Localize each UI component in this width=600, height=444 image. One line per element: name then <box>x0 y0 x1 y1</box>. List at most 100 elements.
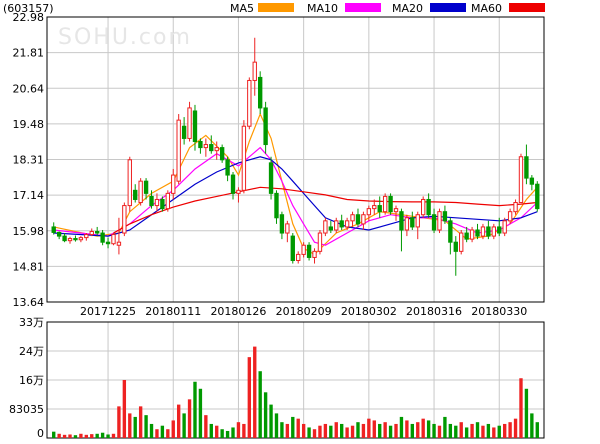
candle-body <box>285 223 290 234</box>
volume-bar <box>122 380 127 438</box>
candle-body <box>513 202 518 213</box>
candle <box>437 208 442 234</box>
candle <box>225 156 230 182</box>
candle <box>290 233 295 264</box>
candle-body <box>143 180 149 194</box>
candle <box>312 248 317 264</box>
volume-bar <box>443 416 447 438</box>
candle-body <box>301 244 306 255</box>
date-tick-label: 20180111 <box>145 305 201 318</box>
candle <box>236 187 241 203</box>
volume-bar <box>421 418 425 438</box>
volume-bar <box>220 429 224 438</box>
candle-body <box>111 234 116 245</box>
candle-body <box>105 241 111 245</box>
volume-bar <box>187 399 192 438</box>
candle <box>507 208 513 224</box>
candle-body <box>198 140 203 149</box>
candle-body <box>116 241 122 246</box>
candle-body <box>486 226 491 237</box>
candle <box>491 223 497 240</box>
candle-body <box>480 226 486 237</box>
candle-body <box>469 229 475 240</box>
candle <box>219 144 225 163</box>
candle <box>459 229 464 255</box>
volume-bar <box>106 434 110 438</box>
candle-body <box>241 125 247 191</box>
volume-bar <box>416 422 420 438</box>
candle <box>372 199 377 215</box>
ma20-line <box>53 156 538 237</box>
legend-swatch-ma5 <box>258 3 294 12</box>
volume-bar <box>144 415 148 438</box>
candle-body <box>67 238 73 242</box>
candle <box>252 37 257 96</box>
candle <box>122 202 127 237</box>
candle-body <box>138 180 143 204</box>
volume-tick-label: 16万 <box>19 374 44 387</box>
volume-bar <box>318 425 322 438</box>
volume-bar <box>171 420 175 438</box>
volume-bar <box>95 433 99 438</box>
candle <box>51 222 56 235</box>
price-axis-labels: 22.98 21.81 20.64 19.48 18.31 17.14 15.98 14.81… <box>13 11 45 309</box>
candle-body <box>62 235 67 242</box>
date-tick-label: 20171225 <box>80 305 136 318</box>
candle <box>366 205 372 221</box>
volume-bar <box>263 392 268 438</box>
volume-bar <box>437 425 442 438</box>
candle <box>404 214 410 237</box>
legend-label-ma5: MA5 <box>230 2 254 15</box>
candle-body <box>89 231 94 236</box>
volume-bar <box>296 418 300 438</box>
price-tick-label: 14.81 <box>13 260 45 273</box>
candle <box>209 135 214 154</box>
candle-body <box>219 147 225 161</box>
candle-body <box>388 195 393 213</box>
volume-bar <box>117 406 121 438</box>
volume-bar <box>111 433 116 438</box>
candle-body <box>94 231 100 234</box>
candle-body <box>317 232 323 252</box>
volume-tick-label: 83035 <box>9 403 44 416</box>
candle-body <box>524 156 529 179</box>
candle-body <box>56 231 62 237</box>
legend-swatch-ma60 <box>509 3 545 12</box>
candle-body <box>279 214 285 234</box>
volume-panel-frame <box>46 321 545 439</box>
candle <box>518 153 524 204</box>
candle-body <box>263 107 268 146</box>
volume-bar <box>280 422 284 438</box>
date-tick-label: 20180330 <box>471 305 527 318</box>
volume-bar <box>90 434 94 438</box>
candle-body <box>415 214 420 228</box>
candle-body <box>78 237 84 241</box>
candle <box>230 172 236 200</box>
volume-bar <box>301 423 306 438</box>
volume-bar <box>383 422 387 438</box>
volume-bar <box>334 422 338 438</box>
candle-body <box>296 253 301 262</box>
candle <box>529 175 535 191</box>
volume-bar <box>231 427 235 438</box>
candle-body <box>355 214 361 225</box>
volume-bar <box>198 388 203 438</box>
volume-bar <box>475 422 480 438</box>
candle <box>105 237 111 249</box>
candle <box>355 208 361 227</box>
candle-body <box>426 198 431 216</box>
volume-bar <box>149 423 154 438</box>
candle <box>78 236 84 243</box>
volume-bar <box>258 371 262 438</box>
volume-bar <box>73 435 78 438</box>
volume-bar <box>236 422 241 438</box>
candle-body <box>529 177 535 185</box>
volume-bar <box>345 427 349 438</box>
candle <box>203 138 209 157</box>
volume-bar <box>464 427 469 438</box>
candle-body <box>410 217 415 228</box>
candle <box>73 235 78 242</box>
candle-body <box>225 159 230 176</box>
candle-body <box>344 220 350 228</box>
